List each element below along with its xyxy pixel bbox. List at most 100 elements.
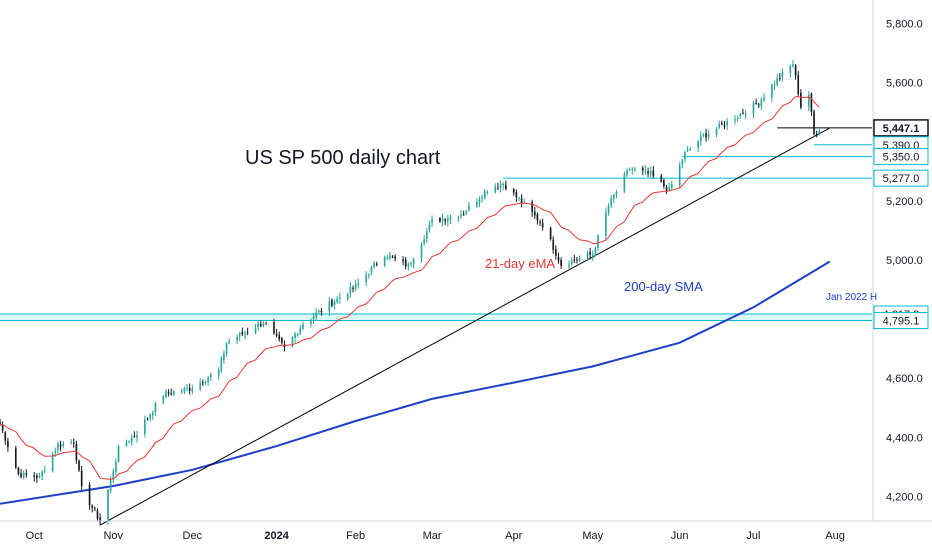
candle-body [760,99,763,107]
candle-body [130,437,133,443]
x-tick-label: Aug [825,530,845,542]
candlesticks [0,60,821,526]
candle-body [373,263,375,268]
candle-body [539,221,541,223]
candle-body [818,130,821,134]
sma200-label: 200-day SMA [624,279,703,294]
candle-body [533,211,536,216]
trendline [99,127,831,526]
candle-body [541,223,544,228]
x-tick-label: Dec [183,530,203,542]
candle-body [502,183,504,186]
candle-body [684,152,686,160]
candle-body [815,133,818,135]
candle-body [721,123,723,125]
candle-body [228,341,231,344]
candle-body [460,214,462,217]
candle-body [757,104,760,106]
candle-body [457,217,460,219]
candle-body [578,258,581,261]
sma200-path [0,260,831,505]
candle-body [0,421,1,425]
candle-body [281,338,283,343]
candle-body [778,77,781,79]
candle-body [333,301,336,306]
x-tick-label: Jun [671,530,689,542]
candle-body [407,263,410,266]
candle-body [705,133,707,138]
candle-body [391,256,394,258]
candle-body [291,336,294,347]
candle-body [275,333,278,336]
candle-body [209,374,212,378]
candle-body [238,333,241,337]
candle-body [259,323,262,326]
candle-body [718,123,721,128]
candle-body [586,253,589,259]
candle-body [665,187,668,192]
candle-body [59,444,62,447]
candle-body [734,119,736,121]
candle-body [220,358,223,372]
candle-body [394,256,396,259]
candle-body [504,184,507,190]
candle-body [225,343,228,354]
y-tick-label: 4,400.0 [886,432,923,444]
candle-body [62,443,65,447]
candle-body [707,133,710,138]
candle-body [22,472,25,478]
candle-body [170,393,173,395]
candle-body [339,297,341,299]
candle-body [715,128,718,135]
candle-body [254,328,257,333]
candle-body [167,392,170,394]
candle-body [736,117,739,119]
candle-body [246,332,249,334]
candle-body [742,112,744,114]
ema21-label: 21-day eMA [485,256,555,271]
candle-body [631,169,634,171]
candle-body [146,418,149,420]
jan-2022-high-label: Jan 2022 H [826,292,877,303]
price-tag-box-3 [873,169,929,187]
candle-body [43,470,46,472]
candle-body [499,184,502,188]
x-tick-label: May [582,530,603,542]
candle-body [273,322,275,334]
candle-body [109,478,112,492]
candle-body [241,332,244,335]
candle-body [610,198,613,205]
ema21-path [0,95,820,480]
candle-body [320,310,323,312]
candle-body [204,381,207,383]
candle-body [383,257,386,266]
candle-body [133,435,136,437]
candle-body [96,510,99,519]
candle-body [494,186,497,193]
candle-body [789,65,792,74]
candle-body [57,443,59,451]
chart-title: US SP 500 daily chart [245,147,441,169]
candle-body [794,65,797,76]
candle-body [647,171,649,174]
candle-body [512,189,515,193]
candle-body [468,205,470,211]
candle-body [689,148,692,150]
candle-body [368,274,370,276]
trendline-path [99,127,831,526]
candle-body [310,319,312,325]
candle-body [573,259,576,261]
candle-body [752,102,755,114]
candle-body [136,435,138,438]
candle-body [678,164,681,186]
candle-body [641,167,644,171]
price-tag-label-3: 5,277.0 [883,173,920,185]
y-tick-label: 5,600.0 [886,78,923,90]
candle-body [605,212,607,236]
candle-body [107,490,109,522]
candle-body [800,93,802,108]
candle-body [207,377,209,383]
candle-body [589,251,591,255]
candle-body [99,517,101,523]
candle-body [613,194,615,199]
